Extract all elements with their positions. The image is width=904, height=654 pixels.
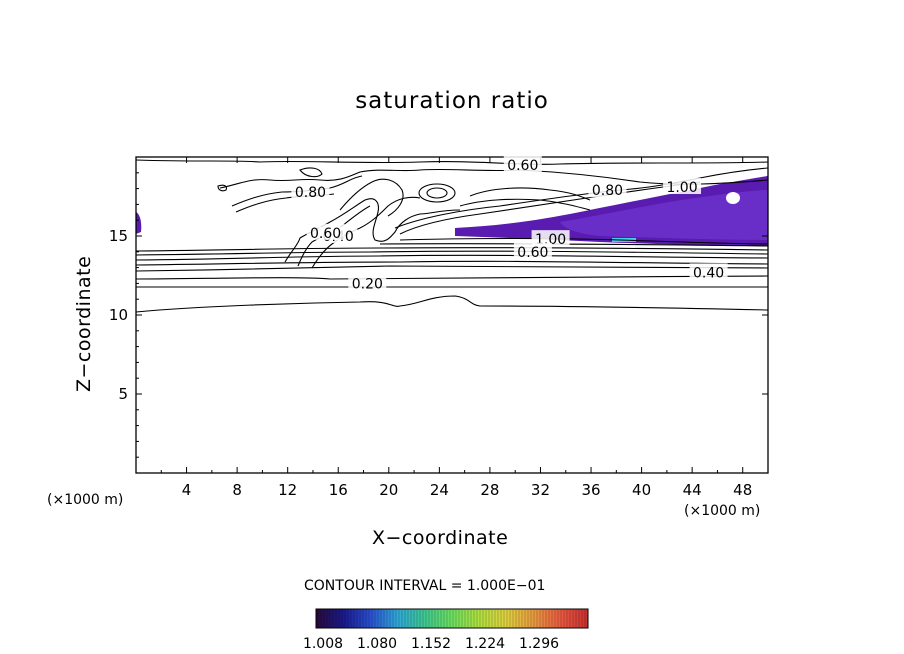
contour-label: 0.60 (517, 245, 548, 261)
contour-label-bg (663, 178, 702, 195)
contour-line (219, 168, 768, 189)
contour-line (418, 183, 456, 203)
contour-label: 0.20 (352, 276, 383, 292)
colorbar-tick-label: 1.296 (519, 636, 559, 652)
x-axis-unit-right: (×1000 m) (684, 503, 761, 519)
colorbar-tick-label: 1.224 (465, 636, 505, 652)
contour-label-bg (588, 181, 627, 198)
supersaturation-core (560, 190, 768, 240)
contour-line (311, 196, 421, 269)
contour-label: 0.60 (310, 226, 341, 242)
contour-line (136, 254, 768, 261)
contour-line (217, 184, 228, 192)
contour-line (136, 265, 768, 272)
x-axis-ticks: 4 8 12 16 20 24 28 32 36 40 44 48 (160, 157, 752, 499)
colorbar-hatching (317, 610, 586, 627)
x-tick-label: 36 (581, 481, 600, 499)
contour-label: 0.40 (693, 265, 724, 281)
contour-label: 0.80 (592, 183, 623, 199)
contour-line (136, 295, 768, 313)
contour-label-bg (531, 230, 570, 247)
x-tick-label: 32 (531, 481, 550, 499)
contour-line (136, 250, 768, 256)
contour-label-bg (306, 223, 345, 240)
contour-label-bg (689, 263, 728, 280)
contour-line (136, 260, 768, 266)
contour-line (399, 181, 701, 235)
contour-label: 0.80 (295, 185, 326, 201)
y-tick-label: 10 (109, 306, 128, 324)
colorbar (315, 608, 589, 629)
contour-label: 0.60 (507, 158, 538, 174)
contour-label-bg (513, 242, 552, 259)
contour-labels: 0.600.800.801.000.400.601.000.600.400.20 (291, 155, 728, 292)
contour-label-bg (348, 274, 387, 291)
clear-pocket (726, 192, 740, 204)
contour-line (399, 237, 768, 245)
y-tick-label: 5 (118, 385, 128, 403)
contour-interval-label: CONTOUR INTERVAL = 1.000E−01 (304, 578, 546, 594)
x-tick-label: 44 (683, 481, 702, 499)
contour-label: 1.00 (666, 180, 697, 196)
contour-label-bg (503, 155, 542, 172)
x-tick-label: 48 (733, 481, 752, 499)
colorbar-tick-label: 1.152 (411, 636, 451, 652)
x-tick-label: 12 (278, 481, 297, 499)
contour-line (136, 159, 768, 165)
contour-lines (136, 159, 768, 313)
x-axis-unit-left: (×1000 m) (47, 492, 124, 508)
y-axis-ticks: 5 10 15 (109, 172, 768, 458)
contour-line (459, 198, 591, 211)
x-tick-label: 4 (182, 481, 192, 499)
contour-line (426, 187, 448, 199)
supersaturation-edge (136, 212, 142, 234)
contour-line (136, 275, 768, 280)
colorbar-tick-label: 1.008 (303, 636, 343, 652)
y-tick-label: 15 (109, 227, 128, 245)
x-tick-label: 16 (329, 481, 348, 499)
contour-line (469, 187, 591, 201)
x-tick-label: 28 (480, 481, 499, 499)
x-axis-label: X−coordinate (372, 527, 509, 549)
chart-title: saturation ratio (355, 88, 549, 114)
y-axis-label: Z−coordinate (73, 255, 95, 392)
contour-line (299, 167, 323, 178)
x-tick-label: 20 (379, 481, 398, 499)
colorbar-tick-label: 1.080 (357, 636, 397, 652)
contour-line (339, 178, 404, 217)
contour-label-bg (291, 182, 330, 199)
contour-line (136, 247, 768, 252)
x-tick-label: 8 (232, 481, 242, 499)
colorbar-tick-labels: 1.008 1.080 1.152 1.224 1.296 (303, 636, 559, 652)
x-tick-label: 24 (430, 481, 449, 499)
x-tick-label: 40 (632, 481, 651, 499)
